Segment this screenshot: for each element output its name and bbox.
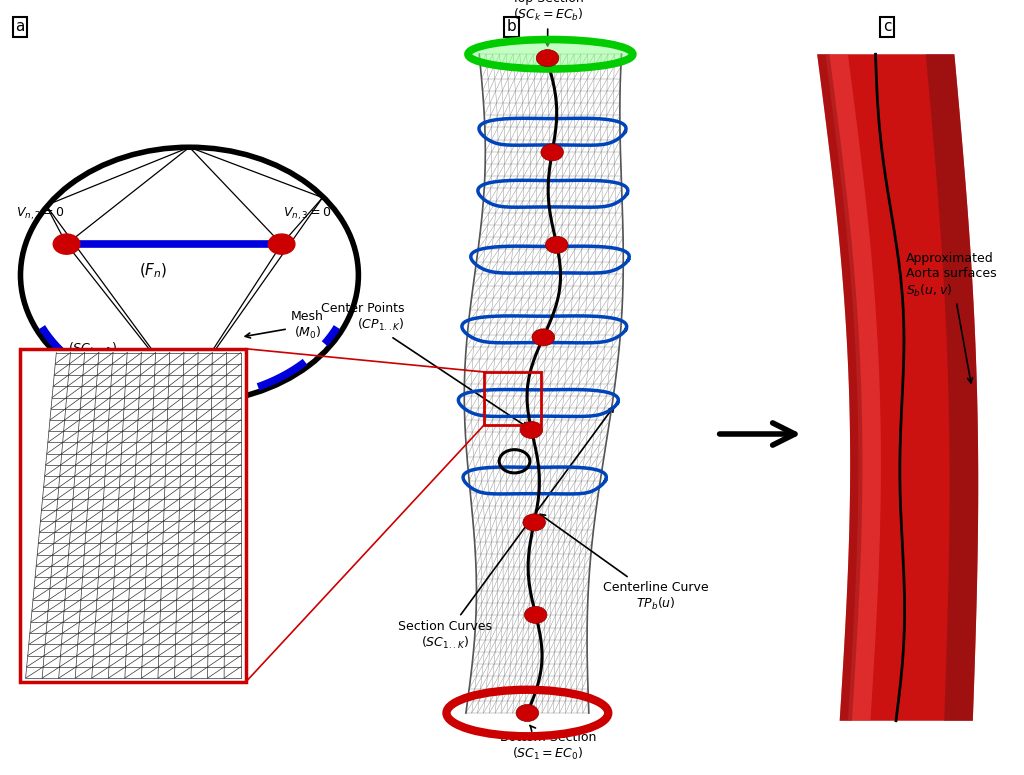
Text: Bottom Section
$(SC_1 = EC_0)$: Bottom Section $(SC_1 = EC_0)$ xyxy=(500,725,596,762)
Bar xyxy=(484,372,541,425)
Circle shape xyxy=(171,384,198,404)
Polygon shape xyxy=(817,54,978,721)
Circle shape xyxy=(268,234,295,254)
Circle shape xyxy=(520,422,543,439)
Circle shape xyxy=(516,704,539,722)
Text: a: a xyxy=(15,19,25,34)
Text: Mesh
$(M_0)$: Mesh $(M_0)$ xyxy=(245,310,324,341)
Text: Section Curves
$(SC_{1..K})$: Section Curves $(SC_{1..K})$ xyxy=(398,407,613,651)
Polygon shape xyxy=(825,54,881,721)
Circle shape xyxy=(524,606,547,623)
Circle shape xyxy=(523,514,546,531)
Polygon shape xyxy=(926,54,978,721)
Text: b: b xyxy=(507,19,517,34)
Text: $(F_n)$: $(F_n)$ xyxy=(139,262,168,281)
Circle shape xyxy=(537,50,559,67)
Text: Center Points
$(CP_{1..K})$: Center Points $(CP_{1..K})$ xyxy=(321,302,527,427)
Ellipse shape xyxy=(468,40,633,69)
Bar xyxy=(20,349,246,682)
Text: Approximated
Aorta surfaces
$S_b(u,v)$: Approximated Aorta surfaces $S_b(u,v)$ xyxy=(906,252,997,383)
Circle shape xyxy=(541,144,563,161)
Text: Top Section
$(SC_k = EC_b)$: Top Section $(SC_k = EC_b)$ xyxy=(512,0,584,46)
Circle shape xyxy=(546,236,568,253)
Text: c: c xyxy=(883,19,891,34)
Circle shape xyxy=(532,329,555,346)
Text: $V_{n,2}=0$: $V_{n,2}=0$ xyxy=(16,206,66,222)
Text: Centerline Curve
$TP_b(u)$: Centerline Curve $TP_b(u)$ xyxy=(540,515,709,612)
Circle shape xyxy=(53,234,80,254)
Text: $(SC_{k-1})$: $(SC_{k-1})$ xyxy=(68,341,117,356)
Polygon shape xyxy=(817,54,862,721)
Text: $V_{n,1}=1$: $V_{n,1}=1$ xyxy=(172,418,221,435)
Text: $V_{n,3}=0$: $V_{n,3}=0$ xyxy=(283,206,332,222)
